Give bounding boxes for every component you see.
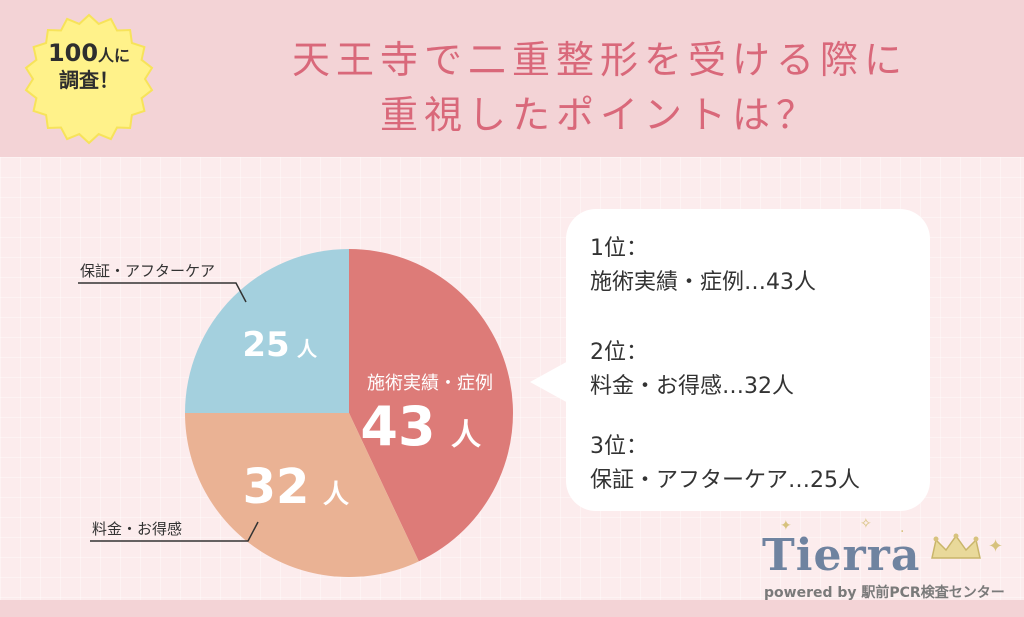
sparkle-icon: ✧ <box>860 516 872 532</box>
leader-line-price <box>90 521 259 542</box>
header-band <box>0 0 1024 157</box>
logo-wordmark: Tierra <box>762 530 921 581</box>
sparkle-icon: ✦ <box>988 536 1004 557</box>
rank-2-item: 料金・お得感…32人 <box>590 374 794 399</box>
leader-line-aftercare <box>78 282 247 303</box>
slice2-unit: 人 <box>297 337 318 361</box>
tierra-logo: ✦ ✧ ✦ · Tierra powered by 駅前PCR検査センター <box>740 516 1010 601</box>
sparkle-icon: ✦ <box>780 518 792 534</box>
title-line1: 天王寺で二重整形を受ける際に <box>291 38 908 82</box>
badge-line2: 調査！ <box>59 68 119 92</box>
footer-band <box>0 600 1024 617</box>
slice0-name: 施術実績・症例 <box>367 373 493 394</box>
title-line2: 重視したポイントは？ <box>379 93 820 137</box>
label-price: 料金・お得感 <box>92 520 182 538</box>
pie-chart: 保証・アフターケア 料金・お得感 施術実績・症例 43 人 32 人 25 人 <box>78 249 513 577</box>
slice0-unit: 人 <box>451 418 481 453</box>
label-aftercare: 保証・アフターケア <box>80 262 215 280</box>
pie-slice-1 <box>185 413 419 577</box>
badge-text: 100人に 調査！ <box>22 38 156 93</box>
logo-subtitle: powered by 駅前PCR検査センター <box>764 585 1005 601</box>
rank-3-item: 保証・アフターケア…25人 <box>590 468 860 493</box>
badge-count: 100 <box>47 39 99 67</box>
survey-badge: 100人に 調査！ <box>22 12 156 146</box>
callout-tail <box>530 360 570 404</box>
badge-line1: 100人に <box>22 38 156 68</box>
rank-1-label: 1位： <box>590 236 648 261</box>
slice2-value: 25 <box>242 325 289 365</box>
rank-3-label: 3位： <box>590 434 648 459</box>
rank-2-label: 2位： <box>590 340 648 365</box>
slice1-value: 32 <box>243 459 310 515</box>
pie-slice-2 <box>185 249 349 413</box>
pie-slice-0 <box>349 249 513 562</box>
ranking-callout <box>566 209 930 511</box>
badge-count-suffix: 人に <box>98 46 131 65</box>
crown-icon <box>931 533 981 559</box>
badge-burst-icon <box>24 13 154 145</box>
pie-slices <box>185 249 513 577</box>
slice0-value: 43 <box>360 395 435 458</box>
rank-3: 3位： 保証・アフターケア…25人 <box>590 430 860 498</box>
rank-1: 1位： 施術実績・症例…43人 <box>590 232 816 300</box>
page-title: 天王寺で二重整形を受ける際に 重視したポイントは？ <box>210 33 990 143</box>
rank-2: 2位： 料金・お得感…32人 <box>590 336 794 404</box>
slice1-unit: 人 <box>323 480 349 510</box>
sparkle-icon: · <box>900 524 905 540</box>
rank-1-item: 施術実績・症例…43人 <box>590 270 816 295</box>
